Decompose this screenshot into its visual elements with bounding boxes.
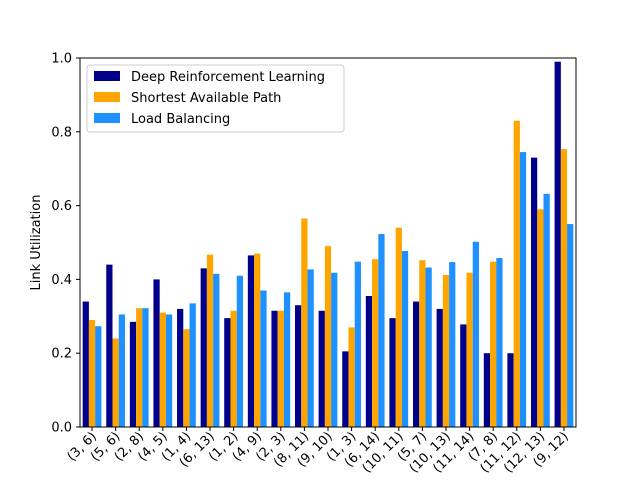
bar-1-4 [153, 279, 160, 427]
bar-2-18 [490, 261, 497, 427]
bar-1-21 [554, 61, 561, 427]
y-tick-label: 0.8 [51, 125, 72, 140]
bar-3-7 [236, 275, 243, 427]
bar-2-10 [301, 218, 308, 427]
bar-3-3 [142, 308, 149, 427]
bar-2-17 [466, 272, 473, 427]
bar-1-12 [342, 351, 349, 427]
bar-3-18 [496, 258, 503, 427]
bar-1-20 [530, 157, 538, 427]
bar-3-4 [165, 314, 173, 427]
bar-3-13 [378, 234, 385, 427]
bar-3-21 [567, 224, 574, 427]
y-tick-label: 0.2 [51, 347, 72, 362]
bar-3-9 [283, 292, 291, 427]
bar-2-21 [560, 149, 568, 427]
bars-group [82, 61, 574, 427]
legend-label: Load Balancing [131, 112, 230, 127]
bar-1-14 [389, 318, 396, 427]
bar-2-2 [112, 338, 119, 427]
bar-3-6 [213, 273, 220, 427]
bar-2-8 [254, 253, 261, 427]
bar-1-19 [507, 353, 514, 427]
bar-3-8 [260, 290, 267, 427]
bar-1-8 [247, 255, 255, 427]
bar-1-1 [82, 301, 89, 427]
bar-3-16 [449, 262, 456, 427]
x-axis: (3, 6)(5, 6)(2, 8)(4, 5)(1, 4)(6, 13)(1,… [65, 427, 572, 476]
bar-3-19 [519, 152, 527, 427]
bar-2-16 [442, 274, 450, 427]
plot-frame [79, 57, 577, 428]
legend: Deep Reinforcement Learning Shortest Avai… [86, 64, 345, 133]
bar-3-12 [354, 261, 361, 427]
y-tick-label: 0.4 [51, 273, 72, 288]
bar-1-11 [318, 310, 325, 427]
bar-2-6 [206, 254, 214, 427]
y-axis: 0.0 0.2 0.4 0.6 0.8 1.0 [51, 52, 80, 436]
bar-2-9 [277, 310, 284, 427]
bar-2-7 [230, 310, 237, 427]
bar-2-14 [395, 227, 402, 427]
bar-2-12 [348, 327, 355, 427]
legend-label: Deep Reinforcement Learning [131, 70, 325, 85]
legend-label: Shortest Available Path [131, 91, 281, 106]
bar-2-4 [159, 312, 166, 427]
legend-swatch [94, 92, 120, 102]
bar-2-19 [513, 120, 520, 427]
bar-3-17 [472, 241, 479, 427]
bar-3-15 [425, 267, 432, 427]
bar-1-2 [106, 264, 113, 427]
bar-1-15 [413, 301, 420, 427]
bar-3-14 [401, 250, 409, 427]
bar-3-1 [95, 326, 102, 427]
legend-swatch [94, 71, 120, 81]
bar-1-16 [436, 308, 443, 427]
bar-3-20 [543, 193, 550, 427]
bar-1-7 [224, 318, 231, 427]
y-tick-label: 1.0 [51, 52, 72, 67]
bar-2-3 [136, 308, 143, 427]
y-axis-label: Link Utilization [29, 195, 44, 291]
bar-1-18 [483, 353, 491, 427]
bar-1-5 [177, 308, 184, 427]
bar-2-5 [183, 329, 190, 427]
bar-2-11 [324, 246, 332, 427]
bar-1-9 [271, 310, 278, 427]
bar-1-6 [200, 268, 207, 427]
bar-1-17 [460, 324, 467, 427]
legend-box [86, 64, 345, 133]
bar-1-10 [295, 305, 302, 427]
bar-3-10 [307, 269, 314, 427]
bar-3-2 [118, 314, 126, 427]
bar-2-15 [419, 260, 426, 427]
y-tick-label: 0.6 [51, 199, 72, 214]
legend-swatch [94, 113, 120, 123]
bar-2-13 [372, 259, 379, 427]
bar-1-3 [129, 321, 137, 427]
bar-2-1 [88, 319, 96, 427]
bar-3-11 [331, 272, 338, 427]
bar-2-20 [537, 209, 544, 427]
bar-1-13 [365, 296, 373, 427]
bar-3-5 [189, 303, 196, 427]
y-tick-label: 0.0 [51, 421, 72, 436]
